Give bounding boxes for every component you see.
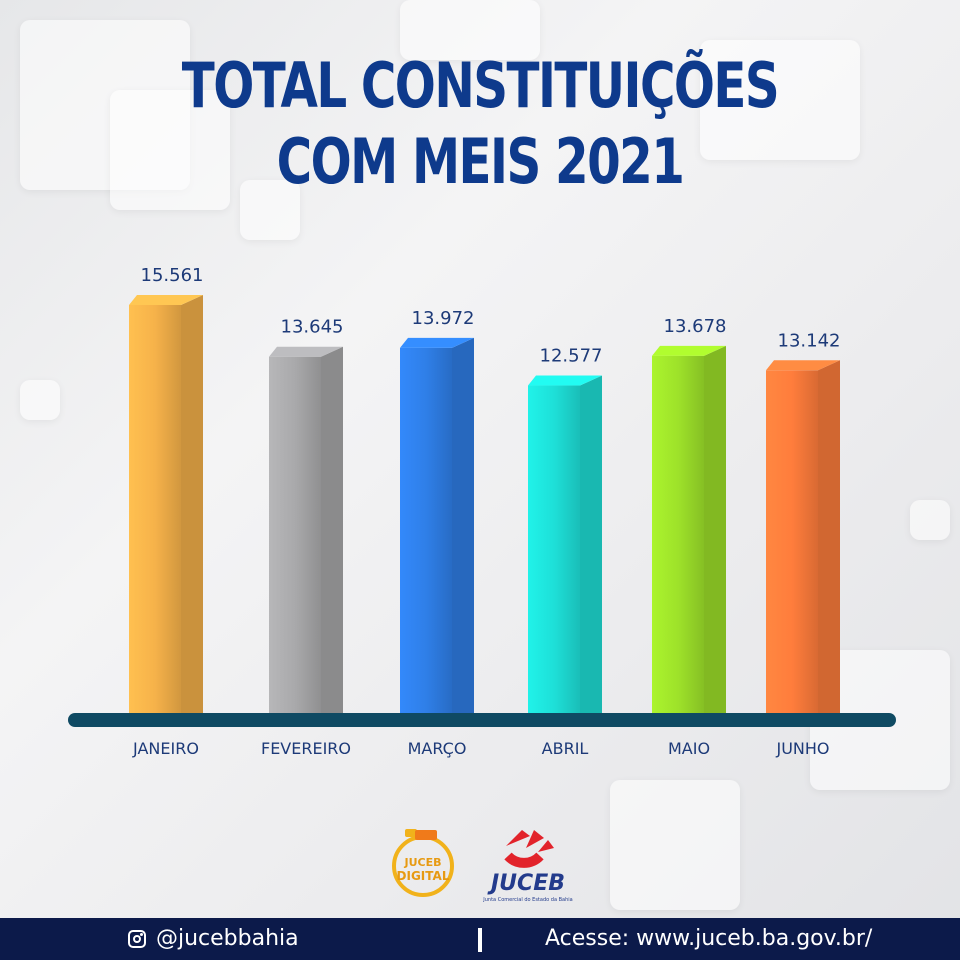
- bar-chart: 15.561 13.645 13.972 12.577 13.678 13.142 JAN…: [68, 265, 896, 758]
- title-line-2: COM MEIS 2021: [276, 125, 685, 198]
- background-tile: [110, 90, 230, 210]
- bar-junho: [766, 360, 840, 715]
- bar-março: [400, 337, 474, 715]
- x-tick-label: JANEIRO: [132, 739, 199, 758]
- bar-side: [704, 345, 726, 715]
- svg-text:JUCEB: JUCEB: [487, 871, 565, 896]
- bar-front: [400, 347, 452, 715]
- data-label: 15.561: [141, 265, 204, 286]
- bar-side: [452, 337, 474, 715]
- bar-side: [580, 375, 602, 715]
- x-axis-ticks: JANEIRO FEVEREIRO MARÇO ABRIL MAIO JUNHO: [132, 739, 829, 758]
- instagram-icon: [128, 929, 146, 948]
- data-label: 13.142: [778, 330, 841, 351]
- svg-text:DIGITAL: DIGITAL: [397, 869, 450, 883]
- data-label: 13.645: [281, 317, 344, 338]
- x-tick-label: FEVEREIRO: [261, 739, 351, 758]
- bar-front: [269, 356, 321, 715]
- svg-text:Junta Comercial do Estado da B: Junta Comercial do Estado da Bahia: [482, 897, 572, 903]
- chart-title: TOTAL CONSTITUIÇÕES COM MEIS 2021: [106, 48, 855, 200]
- background-tile: [400, 0, 540, 60]
- x-tick-label: MARÇO: [408, 739, 467, 758]
- x-axis-baseline: [68, 713, 896, 727]
- bar-top: [652, 345, 726, 356]
- bar-fevereiro: [269, 346, 343, 715]
- juceb-logo: JUCEB Junta Comercial do Estado da Bahia: [482, 830, 573, 903]
- bar-abril: [528, 375, 602, 715]
- bar-top: [129, 295, 203, 305]
- bar-side: [818, 360, 840, 715]
- instagram-handle-text: @jucebbahia: [156, 926, 299, 951]
- instagram-handle[interactable]: @jucebbahia: [128, 926, 299, 951]
- bar-side: [321, 346, 343, 715]
- data-label: 12.577: [540, 346, 603, 367]
- x-tick-label: JUNHO: [775, 739, 829, 758]
- bar-front: [766, 370, 818, 715]
- data-label: 13.972: [412, 308, 475, 329]
- bar-top: [269, 346, 343, 357]
- bars: 15.561 13.645 13.972 12.577 13.678 13.142: [129, 265, 840, 715]
- title-line-1: TOTAL CONSTITUIÇÕES: [181, 49, 780, 122]
- x-tick-label: ABRIL: [542, 739, 589, 758]
- bar-top: [528, 375, 602, 386]
- svg-text:JUCEB: JUCEB: [404, 856, 442, 869]
- bar-top: [400, 337, 474, 348]
- website-link[interactable]: Acesse: www.juceb.ba.gov.br/: [545, 926, 873, 951]
- bar-top: [766, 360, 840, 371]
- footer-separator: [478, 928, 482, 952]
- data-label: 13.678: [664, 316, 727, 337]
- bar-front: [129, 305, 181, 715]
- bar-side: [181, 295, 203, 715]
- footer-bar: @jucebbahia Acesse: www.juceb.ba.gov.br/: [0, 918, 960, 960]
- bar-front: [652, 355, 704, 715]
- x-tick-label: MAIO: [668, 739, 710, 758]
- background-tile: [610, 780, 740, 910]
- background-tile: [240, 180, 300, 240]
- background-tile: [910, 500, 950, 540]
- background-tile: [700, 40, 860, 160]
- juceb-digital-logo: JUCEB DIGITAL: [392, 829, 454, 897]
- background-tile: [20, 380, 60, 420]
- bar-front: [528, 385, 580, 715]
- bar-maio: [652, 345, 726, 715]
- bar-janeiro: [129, 295, 203, 715]
